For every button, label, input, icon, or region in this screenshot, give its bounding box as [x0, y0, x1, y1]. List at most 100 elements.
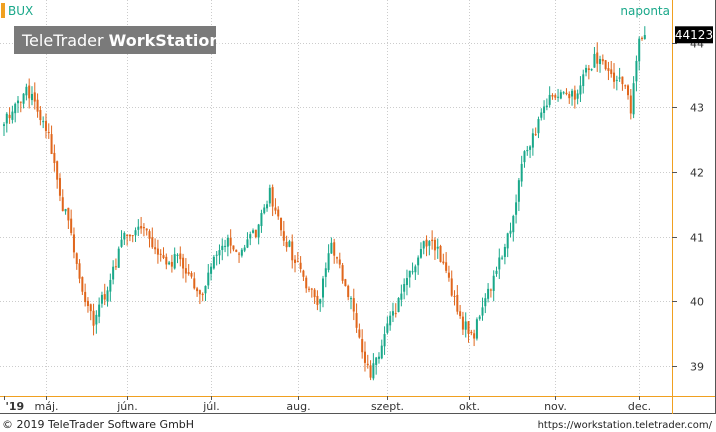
candle-up	[212, 256, 215, 269]
candle-up	[95, 314, 98, 325]
candle-up	[386, 323, 389, 333]
candle-up	[204, 285, 207, 294]
candle-down	[162, 255, 165, 258]
candle-up	[377, 356, 380, 359]
candle-down	[81, 277, 84, 292]
candle-down	[302, 270, 305, 277]
candle-down	[613, 72, 616, 82]
candle-up	[117, 248, 120, 268]
candle-down	[196, 288, 199, 292]
candle-up	[64, 209, 67, 212]
candle-up	[632, 83, 635, 115]
candle-down	[190, 272, 193, 277]
candle-down	[184, 268, 187, 274]
candle-down	[151, 237, 154, 248]
candle-down	[358, 329, 361, 338]
candle-up	[137, 226, 140, 230]
candle-up	[475, 319, 478, 339]
candle-down	[294, 259, 297, 263]
period-label: naponta	[620, 4, 670, 18]
candle-down	[338, 259, 341, 265]
candle-down	[489, 289, 492, 291]
candle-down	[534, 134, 537, 136]
candle-up	[523, 151, 526, 163]
candle-down	[470, 331, 473, 334]
last-value-box: 44123	[675, 26, 713, 44]
candle-down	[366, 363, 369, 366]
candle-up	[120, 239, 123, 247]
candle-up	[559, 92, 562, 99]
time-tick-label: okt.	[459, 400, 480, 413]
candle-down	[461, 316, 464, 330]
candle-up	[503, 247, 506, 257]
candle-down	[305, 277, 308, 289]
candle-up	[526, 149, 529, 152]
candle-up	[218, 250, 221, 256]
candle-up	[112, 266, 115, 280]
candle-up	[571, 90, 574, 97]
candle-up	[428, 241, 431, 246]
candle-up	[414, 266, 417, 273]
watermark: TeleTrader WorkStation	[14, 26, 221, 54]
candle-up	[327, 253, 330, 270]
candle-up	[512, 215, 515, 233]
candle-down	[433, 239, 436, 251]
candle-down	[316, 295, 319, 305]
candle-up	[240, 249, 243, 256]
candle-up	[16, 100, 19, 104]
price-tick-label: 42	[690, 167, 704, 180]
candle-down	[394, 313, 397, 315]
candle-up	[391, 311, 394, 316]
time-tick-label: '19	[6, 400, 25, 413]
candle-up	[224, 245, 227, 247]
copyright-text: © 2019 TeleTrader Software GmbH	[2, 418, 194, 431]
plot-area	[0, 0, 672, 396]
candle-up	[643, 35, 646, 39]
candle-down	[565, 92, 568, 95]
candle-up	[638, 38, 641, 62]
candle-up	[487, 288, 490, 299]
candle-down	[142, 227, 145, 229]
candle-down	[193, 278, 196, 289]
candle-down	[629, 95, 632, 114]
candle-up	[562, 92, 565, 94]
candle-down	[459, 311, 462, 317]
candle-down	[604, 60, 607, 70]
candle-up	[411, 271, 414, 273]
candle-down	[363, 351, 366, 363]
candle-up	[246, 239, 249, 248]
candle-up	[207, 272, 210, 286]
price-tick-label: 40	[690, 296, 704, 309]
candle-up	[585, 67, 588, 73]
candle-up	[397, 297, 400, 313]
candle-up	[501, 257, 504, 259]
candle-down	[72, 234, 75, 253]
candle-down	[56, 161, 59, 180]
candle-down	[369, 365, 372, 378]
candle-up	[408, 270, 411, 278]
candle-down	[92, 310, 95, 326]
candle-down	[467, 321, 470, 334]
candle-down	[277, 209, 280, 217]
candle-down	[285, 241, 288, 248]
candle-up	[422, 241, 425, 249]
candle-up	[221, 245, 224, 251]
candle-down	[456, 294, 459, 312]
candle-up	[5, 113, 8, 124]
candle-up	[576, 93, 579, 99]
candle-down	[299, 262, 302, 269]
candle-up	[319, 299, 322, 304]
candle-down	[36, 99, 39, 112]
candle-down	[28, 85, 31, 99]
candle-down	[621, 76, 624, 85]
candle-down	[128, 234, 131, 237]
candle-down	[78, 263, 81, 279]
candle-up	[506, 233, 509, 249]
candle-down	[47, 132, 50, 134]
source-url[interactable]: https://workstation.teletrader.com/	[538, 420, 713, 431]
candle-up	[436, 246, 439, 249]
candle-up	[517, 180, 520, 202]
price-tick-label: 41	[690, 232, 704, 245]
candle-up	[599, 58, 602, 65]
candle-down	[573, 90, 576, 100]
